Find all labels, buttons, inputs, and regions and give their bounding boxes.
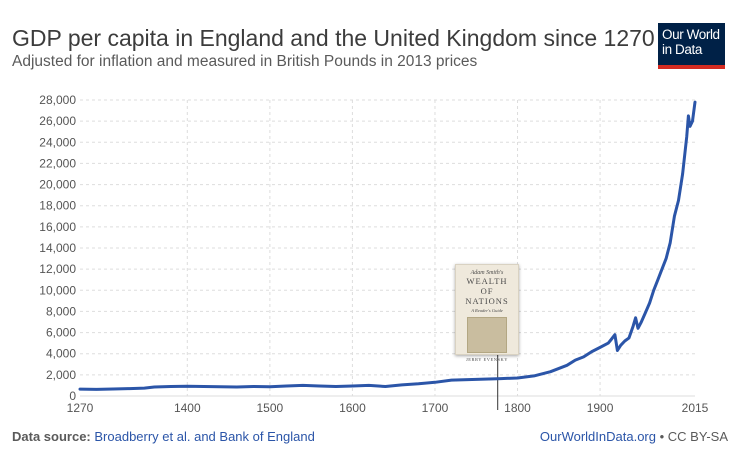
y-tick-label: 10,000 — [39, 283, 76, 297]
y-tick-label: 2,000 — [46, 368, 76, 382]
x-axis-ticks: 1270 1400 1500 1600 1700 1800 1900 2015 — [67, 401, 709, 415]
book-cover-plate — [467, 317, 507, 353]
y-tick-label: 20,000 — [39, 178, 76, 192]
x-tick-label: 1900 — [587, 401, 614, 415]
x-tick-label: 1270 — [67, 401, 94, 415]
y-tick-label: 4,000 — [46, 347, 76, 361]
book-subtitle: A Reader's Guide — [471, 308, 503, 313]
book-title-3: NATIONS — [465, 296, 509, 306]
owid-logo[interactable]: Our World in Data — [658, 23, 725, 69]
x-tick-label: 1400 — [174, 401, 201, 415]
data-source-link[interactable]: Broadberry et al. and Bank of England — [94, 429, 315, 444]
y-tick-label: 8,000 — [46, 304, 76, 318]
y-tick-label: 26,000 — [39, 114, 76, 128]
x-tick-label: 2015 — [682, 401, 709, 415]
y-tick-label: 16,000 — [39, 220, 76, 234]
y-tick-label: 6,000 — [46, 326, 76, 340]
y-tick-label: 22,000 — [39, 156, 76, 170]
data-source: Data source: Broadberry et al. and Bank … — [12, 429, 315, 444]
y-axis-ticks: 0 2,000 4,000 6,000 8,000 10,000 12,000 14,000 1… — [39, 93, 76, 403]
y-tick-label: 24,000 — [39, 135, 76, 149]
chart-title: GDP per capita in England and the United… — [12, 25, 655, 51]
book-editor: JERRY EVENSKY — [466, 357, 508, 362]
x-tick-label: 1800 — [504, 401, 531, 415]
book-title-2: OF — [480, 286, 494, 296]
y-tick-label: 0 — [69, 389, 76, 403]
y-tick-label: 14,000 — [39, 241, 76, 255]
grid — [80, 99, 695, 397]
x-tick-label: 1700 — [422, 401, 449, 415]
license-text: • CC BY-SA — [659, 429, 728, 444]
y-tick-label: 18,000 — [39, 199, 76, 213]
x-tick-label: 1500 — [257, 401, 284, 415]
site-credit: OurWorldInData.org • CC BY-SA — [540, 429, 728, 444]
book-title-1: WEALTH — [466, 276, 508, 286]
data-source-label: Data source: — [12, 429, 91, 444]
x-tick-label: 1600 — [339, 401, 366, 415]
book-author: Adam Smith's — [470, 270, 504, 276]
gdp-series-line[interactable] — [78, 100, 697, 391]
logo-line-2: in Data — [662, 42, 702, 57]
chart-subtitle: Adjusted for inflation and measured in B… — [12, 53, 478, 70]
y-tick-label: 28,000 — [39, 93, 76, 107]
logo-line-1: Our World — [662, 27, 720, 42]
site-link[interactable]: OurWorldInData.org — [539, 429, 656, 444]
wealth-of-nations-book-cover: Adam Smith's WEALTH OF NATIONS A Reader'… — [455, 264, 519, 362]
y-tick-label: 12,000 — [39, 262, 76, 276]
